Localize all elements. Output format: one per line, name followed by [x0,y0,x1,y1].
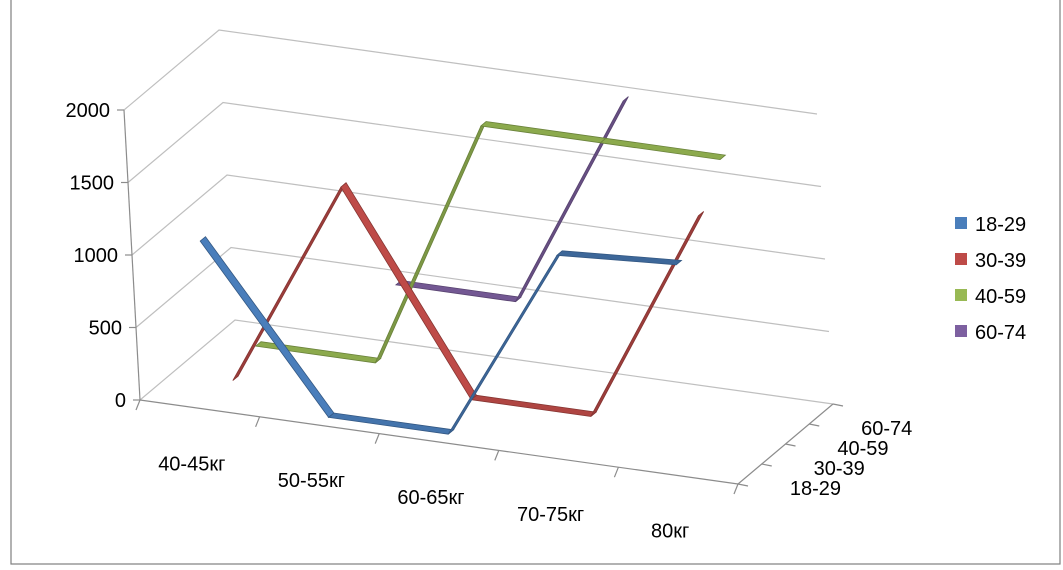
x-tick-label: 60-65кг [397,487,464,509]
x-tick-label: 80кг [651,521,689,543]
legend-label: 18-29 [975,214,1026,236]
legend-swatch [955,253,967,265]
depth-tick-label: 30-39 [814,458,865,480]
y-tick-label: 2000 [66,100,111,122]
depth-tick-label: 18-29 [790,478,841,500]
y-tick-label: 1000 [74,245,119,267]
depth-tick-label: 60-74 [861,418,912,440]
depth-tick-label: 40-59 [837,438,888,460]
legend-label: 40-59 [975,286,1026,308]
x-tick-label: 50-55кг [278,470,345,492]
y-tick-label: 500 [89,318,122,340]
x-tick-label: 40-45кг [158,453,225,475]
legend-swatch [955,289,967,301]
chart-border [11,0,1060,564]
legend-label: 30-39 [975,250,1026,272]
legend-label: 60-74 [975,322,1026,344]
legend-swatch [955,217,967,229]
y-tick-label: 0 [115,390,126,412]
y-tick-label: 1500 [70,173,115,195]
x-tick-label: 70-75кг [517,504,584,526]
legend-swatch [955,325,967,337]
